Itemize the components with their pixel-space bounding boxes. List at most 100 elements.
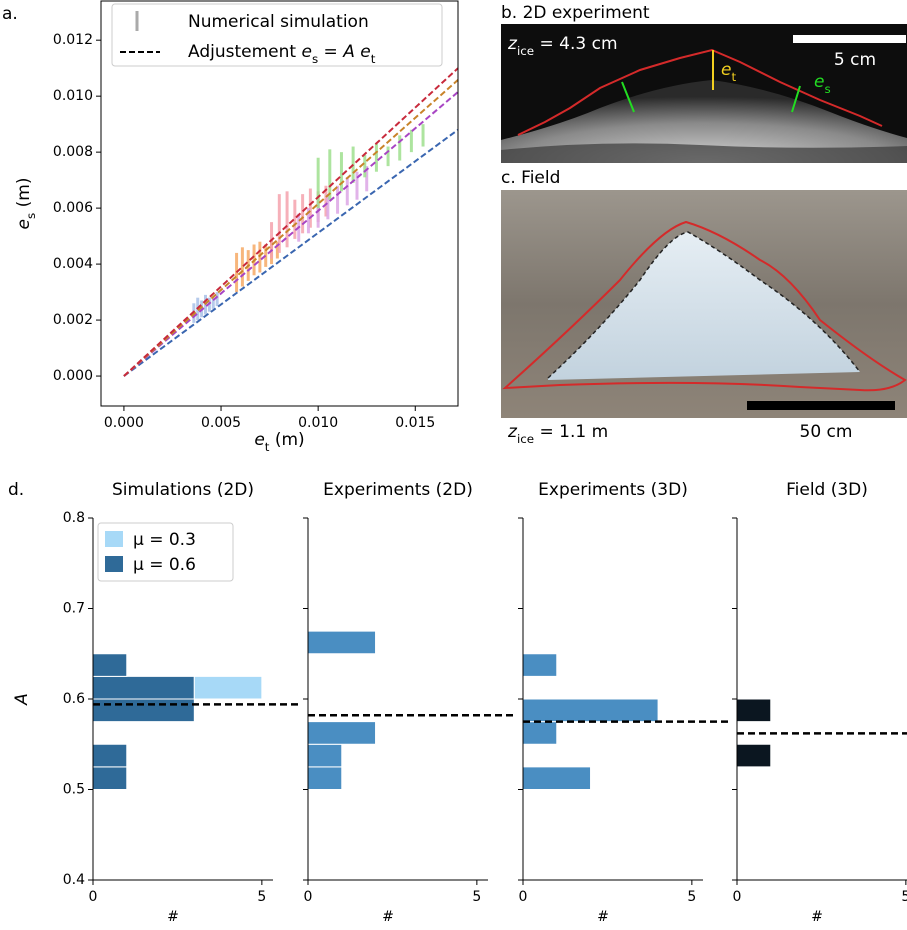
y-tick-label: 0.4 <box>63 872 85 888</box>
italic-symbol: z <box>507 34 518 54</box>
x-tick-label: 5 <box>687 889 696 905</box>
text-run: = 1.1 m <box>534 422 608 442</box>
subscript: t <box>371 52 376 66</box>
y-tick-label: 0.002 <box>53 312 93 328</box>
subscript: t <box>731 70 736 84</box>
y-tick-label: 0.8 <box>63 510 85 526</box>
scale-bar <box>747 401 895 410</box>
text-run: = <box>318 42 343 62</box>
es-label: es <box>814 72 831 96</box>
axes-frame <box>100 0 459 407</box>
panel-label: a. <box>2 4 18 24</box>
histogram-bar <box>92 743 128 768</box>
outline-dashed <box>547 231 861 379</box>
base <box>501 143 907 163</box>
panel-label: d. <box>8 480 24 500</box>
y-tick-label: 0.7 <box>63 601 85 617</box>
x-axis-label: # <box>811 909 823 925</box>
x-tick-label: 0 <box>304 889 313 905</box>
italic-symbol: A <box>12 693 32 706</box>
x-tick-label: 0 <box>519 889 528 905</box>
subscript: s <box>824 82 830 96</box>
histogram-bar <box>92 698 195 723</box>
x-tick-label: 5 <box>472 889 481 905</box>
x-tick-label: 5 <box>901 889 907 905</box>
es-arrow <box>791 85 801 113</box>
y-tick-label: 0.010 <box>53 88 93 104</box>
subscript: ice <box>517 432 534 446</box>
histogram-bar <box>92 653 128 677</box>
outline <box>502 220 907 392</box>
scale-label: 5 cm <box>834 50 876 70</box>
panel-title: Experiments (2D) <box>323 480 473 500</box>
histogram-bar <box>307 743 343 768</box>
histogram-bar <box>522 766 592 790</box>
ice-mound <box>501 80 907 163</box>
x-tick-label: 0 <box>89 889 98 905</box>
histogram-bar <box>193 675 263 700</box>
subscript: ice <box>517 44 534 58</box>
x-tick-label: 0.005 <box>201 415 241 431</box>
legend-box <box>111 3 443 67</box>
text-run: (m) <box>14 178 34 213</box>
outline <box>517 48 883 136</box>
x-tick-label: 0.010 <box>298 415 338 431</box>
panel-title: Simulations (2D) <box>112 480 254 500</box>
histogram-bar <box>736 743 772 768</box>
legend-label: Numerical simulation <box>188 12 369 32</box>
histogram-bar <box>92 675 195 700</box>
ice-cone <box>548 232 860 380</box>
fit-line <box>123 79 459 377</box>
italic-symbol: z <box>507 422 518 442</box>
et-label: et <box>721 60 736 84</box>
legend-swatch <box>105 531 123 547</box>
text-run: (m) <box>269 430 304 450</box>
y-tick-label: 0.004 <box>53 256 93 272</box>
italic-symbol: e <box>721 60 731 80</box>
histogram-bar <box>522 653 558 677</box>
histogram-bar <box>522 698 659 723</box>
histogram-bar <box>307 721 377 745</box>
panel-title: Field (3D) <box>786 480 868 500</box>
histogram-bar <box>307 766 343 790</box>
text-run: = 4.3 cm <box>534 34 617 54</box>
fit-line <box>123 128 459 377</box>
text-run: Numerical simulation <box>188 12 369 32</box>
y-tick-label: 0.006 <box>53 200 93 216</box>
x-axis-label: # <box>382 909 394 925</box>
y-tick-label: 0.012 <box>53 32 93 48</box>
x-tick-label: 0.015 <box>395 415 435 431</box>
histogram-bar <box>92 766 128 790</box>
y-tick-label: 0.000 <box>53 368 93 384</box>
italic-symbol: e <box>814 72 824 92</box>
italic-symbol: e <box>14 219 34 229</box>
x-axis-label: # <box>167 909 179 925</box>
depth-label: zice = 4.3 cm <box>507 34 618 58</box>
y-axis-label: es (m) <box>14 178 38 230</box>
es-arrow <box>621 81 635 113</box>
panel-title: Experiments (3D) <box>538 480 688 500</box>
scale-label: 50 cm <box>800 422 853 442</box>
y-tick-label: 0.5 <box>63 782 85 798</box>
y-axis-label: A <box>12 693 32 706</box>
italic-symbol: A <box>342 42 355 62</box>
photo-label: b. 2D experiment <box>501 3 650 23</box>
fit-line <box>123 67 459 377</box>
histogram-bar <box>522 721 558 745</box>
y-tick-label: 0.008 <box>53 144 93 160</box>
histogram-bar <box>307 630 377 655</box>
subscript: t <box>265 440 270 454</box>
legend-box <box>97 522 234 582</box>
subscript: s <box>312 52 318 66</box>
legend-label: Adjustement es = A et <box>188 42 376 66</box>
fit-line <box>123 91 459 377</box>
y-tick-label: 0.6 <box>63 691 85 707</box>
photo-field <box>501 190 907 418</box>
x-axis-label: et (m) <box>254 430 304 454</box>
legend-label: μ = 0.6 <box>133 555 196 575</box>
photo-label: c. Field <box>501 168 560 188</box>
photo-2d-experiment <box>501 24 907 163</box>
italic-symbol: e <box>360 42 370 62</box>
